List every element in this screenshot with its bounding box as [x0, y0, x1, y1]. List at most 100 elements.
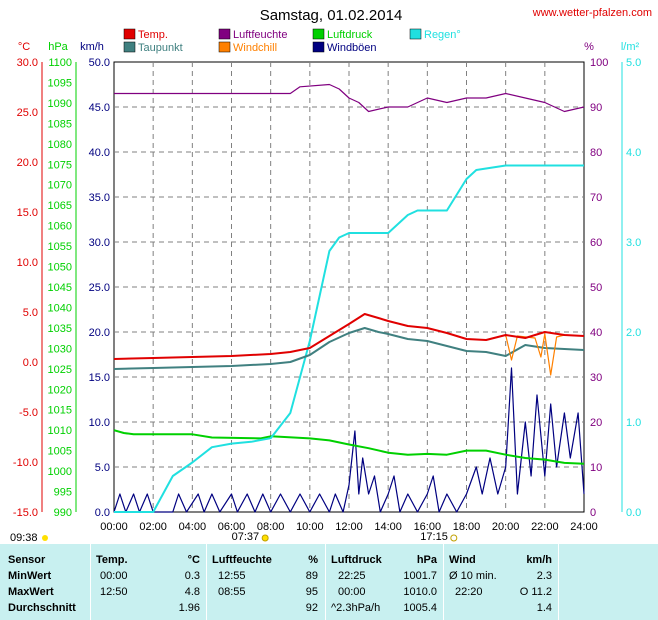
- humidity-value: 95: [305, 586, 318, 598]
- x-tick-label: 10:00: [296, 521, 324, 533]
- series-line-luftdruck: [113, 429, 585, 465]
- axes: °C 30.0 25.0 20.0 15.0 10.0 5.0 0.0 -5.0 -10.0 -15…: [13, 41, 641, 533]
- legend-swatch: [123, 28, 136, 40]
- legend-label: Luftfeuchte: [233, 29, 287, 41]
- x-tick-label: 12:00: [335, 521, 363, 533]
- series-line-windchill: [505, 333, 585, 376]
- temp-value: 4.8: [184, 586, 200, 598]
- percent-tick-label: 60: [590, 237, 602, 249]
- hpa-tick-label: 1005: [48, 446, 72, 458]
- hpa-tick-label: 1095: [48, 77, 72, 89]
- temp-tick-label: 25.0: [17, 107, 38, 119]
- x-tick-label: 04:00: [179, 521, 207, 533]
- percent-tick-label: 50: [590, 282, 602, 294]
- legend-swatch: [409, 28, 422, 40]
- divider: [443, 544, 444, 620]
- percent-tick-label: 100: [590, 57, 608, 69]
- kmh-tick-label: 25.0: [89, 282, 110, 294]
- row-label: Durchschnitt: [8, 602, 76, 614]
- sunrise-icon: [261, 534, 269, 542]
- humidity-time: 12:55: [218, 570, 246, 582]
- series-line-temp: [113, 313, 585, 360]
- rain-tick-label: 1.0: [626, 417, 641, 429]
- hpa-tick-label: 1055: [48, 241, 72, 253]
- row-label: MinWert: [8, 570, 52, 582]
- kmh-axis-unit: km/h: [80, 41, 104, 53]
- hpa-tick-label: 1070: [48, 180, 72, 192]
- legend-label: Windchill: [233, 42, 277, 54]
- moon-time-label: 09:38: [10, 532, 38, 544]
- kmh-tick-label: 35.0: [89, 192, 110, 204]
- legend-swatch: [123, 41, 136, 53]
- divider: [558, 544, 559, 620]
- header-temp-unit: °C: [187, 554, 200, 566]
- hpa-tick-label: 1085: [48, 118, 72, 130]
- rain-tick-label: 2.0: [626, 327, 641, 339]
- percent-tick-label: 0: [590, 507, 596, 519]
- temp-time: 12:50: [100, 586, 128, 598]
- x-tick-label: 00:00: [100, 521, 128, 533]
- legend-swatch: [312, 28, 325, 40]
- temp-tick-label: -15.0: [13, 507, 38, 519]
- hpa-tick-label: 1020: [48, 384, 72, 396]
- hpa-tick-label: 1075: [48, 159, 72, 171]
- wind-time: Ø 10 min.: [449, 570, 497, 582]
- temp-tick-label: 20.0: [17, 157, 38, 169]
- percent-tick-label: 80: [590, 147, 602, 159]
- temp-time: 00:00: [100, 570, 128, 582]
- hpa-tick-label: 1040: [48, 302, 72, 314]
- pressure-time: 22:25: [338, 570, 366, 582]
- percent-tick-label: 40: [590, 327, 602, 339]
- percent-tick-label: 30: [590, 372, 602, 384]
- wind-value: 2.3: [536, 570, 552, 582]
- kmh-tick-label: 10.0: [89, 417, 110, 429]
- rain-axis-unit: l/m²: [621, 41, 640, 53]
- hpa-tick-label: 1025: [48, 364, 72, 376]
- temp-tick-label: -5.0: [19, 407, 38, 419]
- kmh-tick-label: 30.0: [89, 237, 110, 249]
- divider: [325, 544, 326, 620]
- hpa-tick-label: 1080: [48, 139, 72, 151]
- x-tick-label: 06:00: [218, 521, 246, 533]
- hpa-tick-label: 1030: [48, 343, 72, 355]
- rain-tick-label: 0.0: [626, 507, 641, 519]
- kmh-tick-label: 50.0: [89, 57, 110, 69]
- legend-label: Temp.: [138, 29, 168, 41]
- wind-time: 22:20: [455, 586, 483, 598]
- percent-tick-label: 90: [590, 102, 602, 114]
- legend-swatch: [312, 41, 325, 53]
- x-tick-label: 02:00: [139, 521, 167, 533]
- chart-title: Samstag, 01.02.2014: [260, 7, 403, 24]
- row-label: MaxWert: [8, 586, 54, 598]
- hpa-tick-label: 1090: [48, 98, 72, 110]
- x-tick-label: 24:00: [570, 521, 598, 533]
- hpa-tick-label: 990: [54, 507, 72, 519]
- weather-chart: Samstag, 01.02.2014 www.wetter-pfalzen.c…: [10, 7, 652, 544]
- stats-header-row: Sensor Temp. °C Luftfeuchte % Luftdruck …: [0, 552, 658, 568]
- series: [113, 83, 585, 513]
- series-line-taupunkt: [113, 327, 585, 370]
- temp-value: 1.96: [178, 602, 200, 614]
- sun-markers: 07:37 17:15 09:38: [10, 531, 458, 544]
- hpa-tick-label: 1035: [48, 323, 72, 335]
- stats-row-min: MinWert 00:00 0.3 12:55 89 22:25 1001.7 …: [0, 568, 658, 584]
- pressure-value: 1010.0: [403, 586, 437, 598]
- humidity-value: 89: [305, 570, 318, 582]
- kmh-tick-label: 15.0: [89, 372, 110, 384]
- hpa-tick-label: 1045: [48, 282, 72, 294]
- x-tick-label: 14:00: [374, 521, 402, 533]
- kmh-tick-label: 20.0: [89, 327, 110, 339]
- kmh-tick-label: 45.0: [89, 102, 110, 114]
- header-temp: Temp.: [96, 554, 128, 566]
- legend-swatch: [218, 41, 231, 53]
- percent-tick-label: 70: [590, 192, 602, 204]
- source-link[interactable]: www.wetter-pfalzen.com: [532, 7, 652, 19]
- pressure-trend: ^2.3hPa/h: [331, 602, 381, 614]
- kmh-tick-label: 0.0: [95, 507, 110, 519]
- kmh-tick-label: 5.0: [95, 462, 110, 474]
- legend-label: Windböen: [327, 42, 377, 54]
- pressure-value: 1001.7: [403, 570, 437, 582]
- divider: [206, 544, 207, 620]
- humidity-time: 08:55: [218, 586, 246, 598]
